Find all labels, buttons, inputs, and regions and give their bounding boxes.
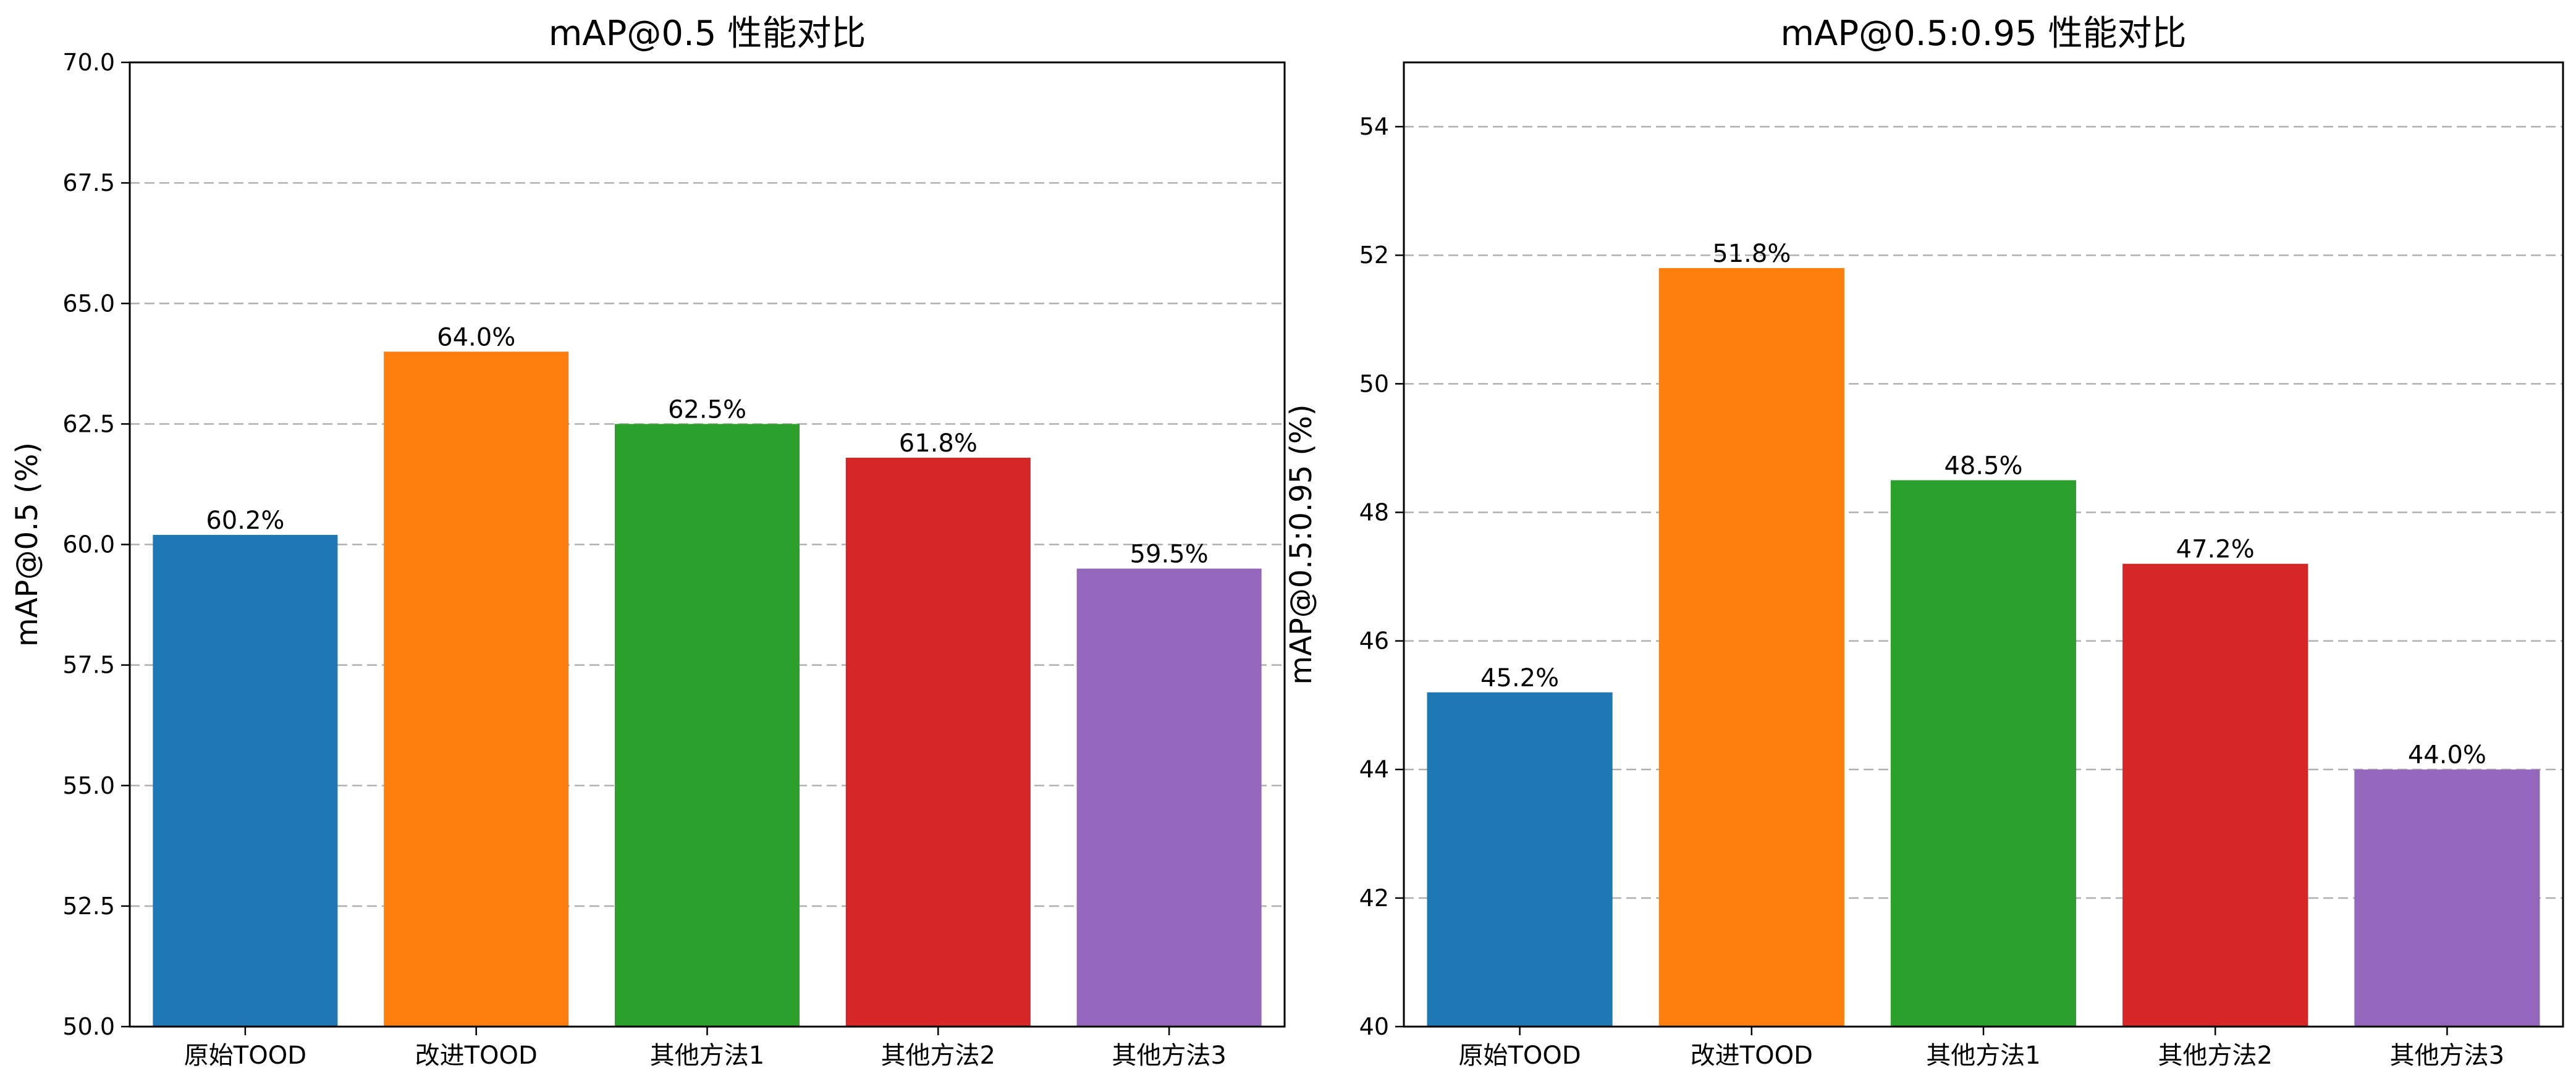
y-tick-label: 52 (1359, 242, 1389, 269)
y-tick-label: 44 (1359, 756, 1389, 783)
y-tick-label: 57.5 (62, 652, 115, 679)
data-label: 44.0% (2408, 741, 2486, 770)
y-tick-label: 50.0 (62, 1013, 115, 1040)
y-tick-label: 52.5 (62, 893, 115, 920)
x-tick-label: 其他方法3 (1112, 1041, 1226, 1070)
y-tick-label: 42 (1359, 885, 1389, 912)
y-tick-label: 65.0 (62, 290, 115, 317)
data-label: 60.2% (206, 507, 284, 535)
x-ticks: 原始TOOD 改进TOOD 其他方法1 其他方法2 其他方法3 (184, 1027, 1227, 1070)
y-tick-label: 50 (1359, 370, 1389, 397)
data-labels: 60.2% 64.0% 62.5% 61.8% 59.5% (206, 323, 1208, 568)
y-tick-label: 62.5 (62, 410, 115, 437)
y-axis-label: mAP@0.5 (%) (10, 442, 44, 647)
bar (1658, 268, 1844, 1027)
chart-title: mAP@0.5:0.95 性能对比 (1780, 14, 2186, 54)
x-ticks: 原始TOOD 改进TOOD 其他方法1 其他方法2 其他方法3 (1458, 1027, 2504, 1070)
x-tick-label: 其他方法3 (2390, 1041, 2504, 1070)
x-tick-label: 改进TOOD (415, 1041, 538, 1070)
x-tick-label: 原始TOOD (1458, 1041, 1581, 1070)
bars (153, 351, 1262, 1027)
x-tick-label: 其他方法1 (650, 1041, 764, 1070)
bar (153, 534, 338, 1027)
y-ticks: 40 42 44 46 48 50 52 54 (1359, 113, 1404, 1040)
chart-map50: mAP@0.5 性能对比 mAP@0.5 (%) 60.2% 64.0% 62.5%… (10, 14, 1286, 1070)
data-label: 59.5% (1130, 540, 1209, 569)
y-tick-label: 48 (1359, 498, 1389, 526)
y-tick-label: 67.5 (62, 169, 115, 196)
bar (1076, 568, 1262, 1027)
bar (2122, 563, 2308, 1027)
x-tick-label: 其他方法2 (2158, 1041, 2272, 1070)
data-label: 47.2% (2176, 536, 2255, 564)
x-tick-label: 原始TOOD (184, 1041, 306, 1070)
y-tick-label: 60.0 (62, 531, 115, 558)
bar (845, 458, 1031, 1027)
bars (1427, 268, 2540, 1027)
bar (1427, 692, 1613, 1027)
data-label: 48.5% (1944, 452, 2022, 480)
chart-title: mAP@0.5 性能对比 (549, 14, 866, 54)
data-label: 45.2% (1480, 664, 1559, 692)
y-tick-label: 40 (1359, 1013, 1389, 1040)
y-axis-label: mAP@0.5:0.95 (%) (1284, 404, 1319, 684)
data-label: 64.0% (437, 323, 515, 351)
x-tick-label: 其他方法2 (881, 1041, 995, 1070)
y-ticks: 50.0 52.5 55.0 57.5 60.0 62.5 65.0 67.5 70.0 (62, 49, 130, 1040)
data-labels: 45.2% 51.8% 48.5% 47.2% 44.0% (1480, 240, 2486, 770)
bar (614, 424, 800, 1027)
y-tick-label: 55.0 (62, 772, 115, 799)
data-label: 51.8% (1712, 240, 1791, 268)
x-tick-label: 改进TOOD (1691, 1041, 1813, 1070)
chart-map50-95: mAP@0.5:0.95 性能对比 mAP@0.5:0.95 (%) 45.2%… (1284, 14, 2564, 1070)
y-tick-label: 54 (1359, 113, 1389, 140)
data-label: 62.5% (668, 395, 746, 424)
bar (2354, 769, 2540, 1027)
bar (384, 351, 569, 1027)
data-label: 61.8% (899, 429, 978, 458)
x-tick-label: 其他方法1 (1926, 1041, 2040, 1070)
y-tick-label: 70.0 (62, 49, 115, 76)
y-tick-label: 46 (1359, 628, 1389, 655)
bar (1890, 480, 2077, 1027)
